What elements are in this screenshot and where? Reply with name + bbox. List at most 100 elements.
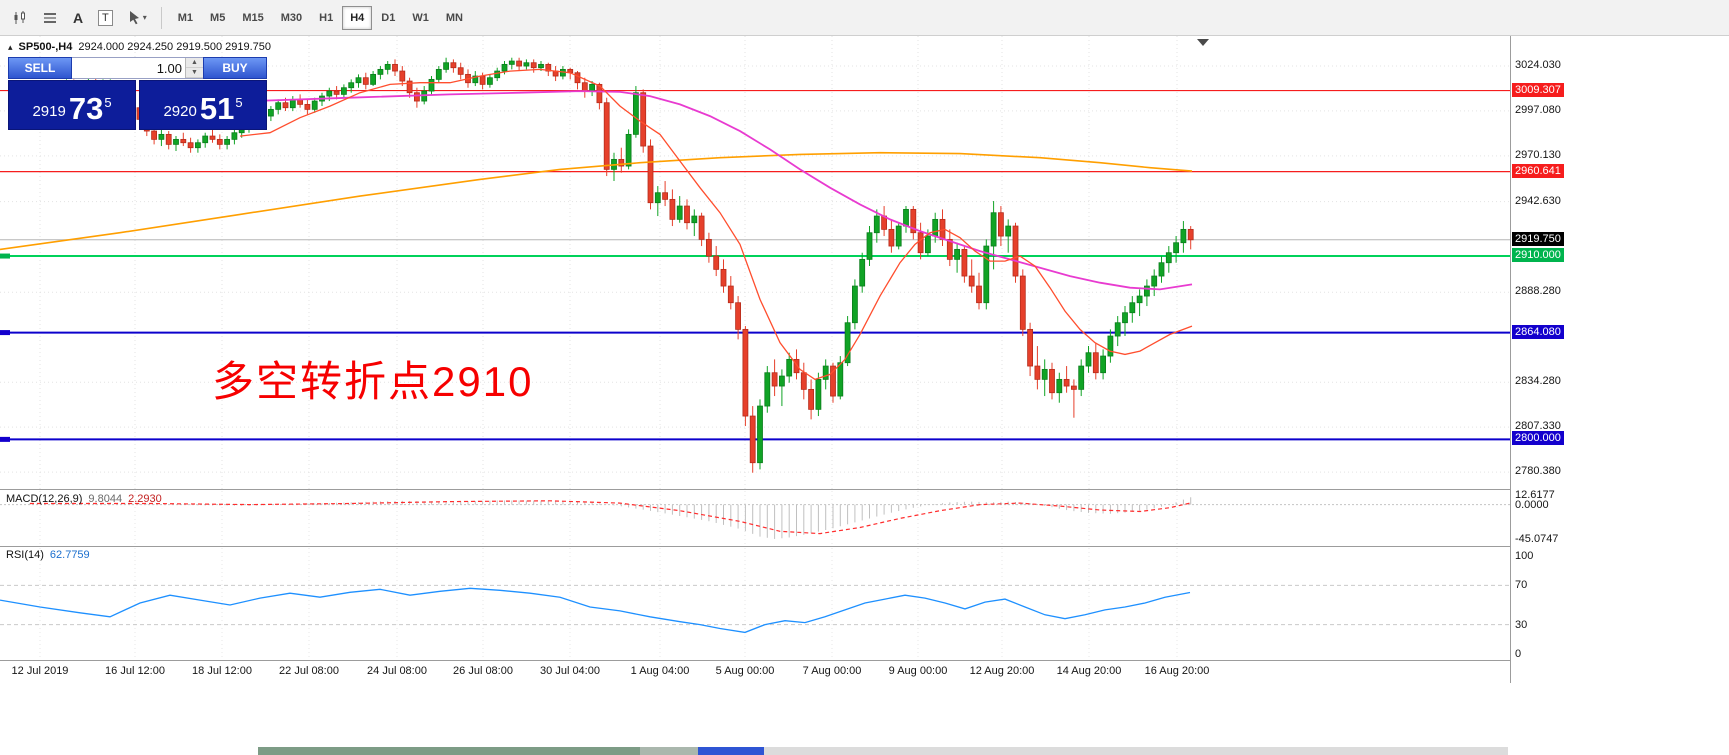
pane-splitter[interactable] (0, 546, 1585, 547)
timeframe-button-M5[interactable]: M5 (202, 6, 233, 30)
time-axis-label: 24 Jul 08:00 (367, 665, 427, 677)
candlestick-chart-icon (12, 10, 28, 26)
rsi-scale-label: 100 (1515, 550, 1534, 562)
macd-scale-label: 0.0000 (1515, 498, 1549, 511)
price-axis-label: 2807.330 (1515, 420, 1561, 433)
time-axis-label: 26 Jul 08:00 (453, 665, 513, 677)
buy-price-display[interactable]: 2920 51 5 (139, 80, 267, 130)
chart-window: ▴ SP500-,H4 2924.000 2924.250 2919.500 2… (0, 36, 1585, 683)
price-badge-2960.641: 2960.641 (1512, 163, 1564, 178)
hline-anchor (0, 253, 10, 259)
text-tool-label: T (98, 9, 113, 26)
time-axis-label: 5 Aug 00:00 (715, 665, 775, 677)
ma-fast (239, 68, 1193, 381)
time-axis-label: 18 Jul 12:00 (192, 665, 252, 677)
price-badge-2864.080: 2864.080 (1512, 324, 1564, 339)
bottom-strip (0, 747, 1729, 755)
time-axis-border (0, 660, 1585, 661)
price-axis-label: 3024.030 (1515, 59, 1561, 71)
timeframe-button-M1[interactable]: M1 (170, 6, 201, 30)
timeframe-button-H1[interactable]: H1 (311, 6, 341, 30)
volume-input[interactable]: 1.00 ▲ ▼ (72, 57, 203, 79)
rsi-scale-label: 30 (1515, 618, 1528, 631)
price-badge-2910.000: 2910.000 (1512, 248, 1564, 263)
spinner-up-icon[interactable]: ▲ (186, 58, 203, 68)
cursor-tool-button[interactable]: ▾ (121, 6, 153, 30)
chart-text-annotation[interactable]: 多空转折点2910 (212, 358, 534, 405)
buy-price-sup: 5 (235, 95, 243, 110)
chart-type-button[interactable] (6, 6, 34, 30)
chart-header: ▴ SP500-,H4 2924.000 2924.250 2919.500 2… (8, 41, 271, 53)
toolbar-separator (160, 6, 162, 29)
time-axis-label: 12 Aug 20:00 (969, 665, 1035, 677)
sell-price-big: 73 (68, 91, 104, 126)
timeframe-button-H4[interactable]: H4 (342, 5, 373, 30)
hline-anchor (0, 330, 10, 336)
font-tool-button[interactable]: A (66, 6, 90, 30)
taskbar-fragment (640, 747, 698, 755)
macd-scale-label: 12.6177 (1515, 489, 1555, 501)
macd-value: 9.8044 (88, 493, 123, 505)
buy-price-big: 51 (199, 91, 235, 126)
macd-signal-line (30, 500, 1192, 535)
macd-signal-value: 2.2930 (128, 493, 162, 505)
time-axis-label: 1 Aug 04:00 (630, 665, 690, 677)
price-axis-label: 2780.380 (1515, 465, 1561, 478)
time-axis-label: 16 Aug 20:00 (1144, 665, 1210, 677)
macd-name: MACD(12,26,9) (6, 493, 83, 505)
one-click-toggle-icon[interactable]: ▴ (8, 41, 13, 52)
price-axis-label: 2834.280 (1515, 375, 1561, 388)
candles-layer (27, 57, 1194, 473)
cursor-arrow-icon (127, 10, 141, 25)
volume-spinner: ▲ ▼ (185, 58, 203, 78)
macd-canvas[interactable] (0, 491, 1510, 545)
ma-mid (249, 90, 1193, 291)
buy-button[interactable]: BUY (203, 57, 267, 79)
bar-shift-marker (1197, 39, 1209, 46)
pane-splitter[interactable] (0, 489, 1585, 490)
ohlc-values: 2924.000 2924.250 2919.500 2919.750 (78, 41, 272, 53)
sell-price-display[interactable]: 2919 73 5 (8, 80, 136, 130)
time-axis[interactable]: 12 Jul 2019 16 Jul 12:00 18 Jul 12:00 22 Ju… (0, 661, 1510, 683)
price-axis[interactable]: 3024.030 2997.080 2970.130 2942.630 2888.280… (1510, 36, 1585, 683)
time-axis-label: 22 Jul 08:00 (279, 665, 339, 677)
timeframe-button-D1[interactable]: D1 (373, 6, 403, 30)
timeframe-button-M30[interactable]: M30 (273, 6, 310, 30)
time-axis-label: 14 Aug 20:00 (1056, 665, 1122, 677)
macd-scale-label: -45.0747 (1515, 533, 1559, 545)
taskbar-fragment (698, 747, 764, 755)
rsi-canvas[interactable] (0, 548, 1510, 660)
timeframe-group: M1 M5 M15 M30 H1 H4 D1 W1 MN (170, 5, 471, 30)
taskbar-fragment (258, 747, 640, 755)
sell-button[interactable]: SELL (8, 57, 72, 79)
one-click-trading-panel: SELL 1.00 ▲ ▼ BUY 2919 73 5 2920 51 5 (8, 57, 267, 130)
timeframe-button-W1[interactable]: W1 (404, 6, 437, 30)
spinner-down-icon[interactable]: ▼ (186, 68, 203, 78)
time-axis-label: 9 Aug 00:00 (888, 665, 948, 677)
time-axis-label: 12 Jul 2019 (11, 665, 69, 677)
time-axis-label: 16 Jul 12:00 (105, 665, 165, 677)
timeframe-button-MN[interactable]: MN (438, 6, 471, 30)
rsi-line (0, 587, 1191, 634)
text-tool-button[interactable]: T (92, 6, 119, 30)
rsi-value: 62.7759 (49, 549, 90, 561)
templates-button[interactable] (36, 6, 64, 30)
time-axis-label: 30 Jul 04:00 (540, 665, 600, 677)
ma-slow (0, 151, 1193, 251)
price-axis-label: 2942.630 (1515, 194, 1561, 207)
buy-price-prefix: 2920 (163, 103, 197, 120)
rsi-label-row: RSI(14) 62.7759 (6, 549, 90, 561)
volume-value[interactable]: 1.00 (156, 60, 182, 76)
timeframe-button-M15[interactable]: M15 (234, 6, 271, 30)
price-axis-label: 2997.080 (1515, 103, 1561, 116)
price-badge-2800.000: 2800.000 (1512, 431, 1564, 446)
main-chart-canvas[interactable] (0, 36, 1510, 489)
rsi-scale-label: 70 (1515, 579, 1528, 592)
symbol-period-label: SP500-,H4 (18, 41, 73, 53)
time-axis-label: 7 Aug 00:00 (802, 665, 862, 677)
price-axis-label: 2970.130 (1515, 148, 1561, 161)
price-badge-2919.750: 2919.750 (1512, 231, 1564, 246)
price-axis-label: 2888.280 (1515, 285, 1561, 298)
rsi-name: RSI(14) (6, 549, 44, 561)
macd-label-row: MACD(12,26,9) 9.8044 2.2930 (6, 493, 162, 505)
